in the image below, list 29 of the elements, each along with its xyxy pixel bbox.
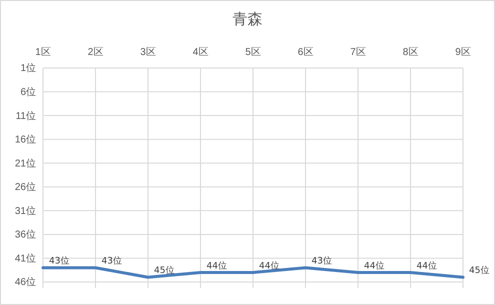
data-label: 44位 bbox=[416, 260, 437, 272]
data-label: 43位 bbox=[49, 256, 70, 267]
x-tick-label: 6区 bbox=[298, 47, 314, 58]
x-tick-label: 5区 bbox=[245, 47, 261, 58]
x-tick-label: 8区 bbox=[402, 47, 418, 58]
data-label: 45位 bbox=[469, 265, 490, 276]
x-tick-label: 7区 bbox=[350, 47, 366, 58]
x-tick-label: 2区 bbox=[88, 47, 104, 58]
data-label: 44位 bbox=[259, 260, 280, 272]
x-tick-label: 9区 bbox=[455, 47, 471, 58]
y-tick-label: 41位 bbox=[14, 252, 36, 264]
x-tick-label: 3区 bbox=[140, 47, 156, 58]
data-label: 44位 bbox=[206, 260, 227, 272]
y-tick-label: 16位 bbox=[14, 134, 36, 146]
y-tick-label: 36位 bbox=[14, 228, 36, 241]
y-tick-label: 31位 bbox=[14, 204, 36, 217]
data-label: 45位 bbox=[154, 265, 174, 276]
chart-title: 青森 bbox=[232, 10, 262, 28]
x-tick-label: 4区 bbox=[192, 47, 208, 58]
x-tick-label: 1区 bbox=[35, 47, 51, 58]
y-tick-label: 1位 bbox=[20, 62, 36, 74]
y-tick-label: 46位 bbox=[14, 276, 36, 288]
data-label: 43位 bbox=[102, 256, 122, 267]
y-tick-label: 6位 bbox=[20, 86, 36, 98]
data-label: 43位 bbox=[312, 256, 332, 267]
y-tick-label: 21位 bbox=[14, 157, 36, 170]
data-label: 44位 bbox=[364, 260, 384, 272]
y-tick-label: 11位 bbox=[16, 110, 36, 122]
y-tick-label: 26位 bbox=[14, 181, 36, 194]
